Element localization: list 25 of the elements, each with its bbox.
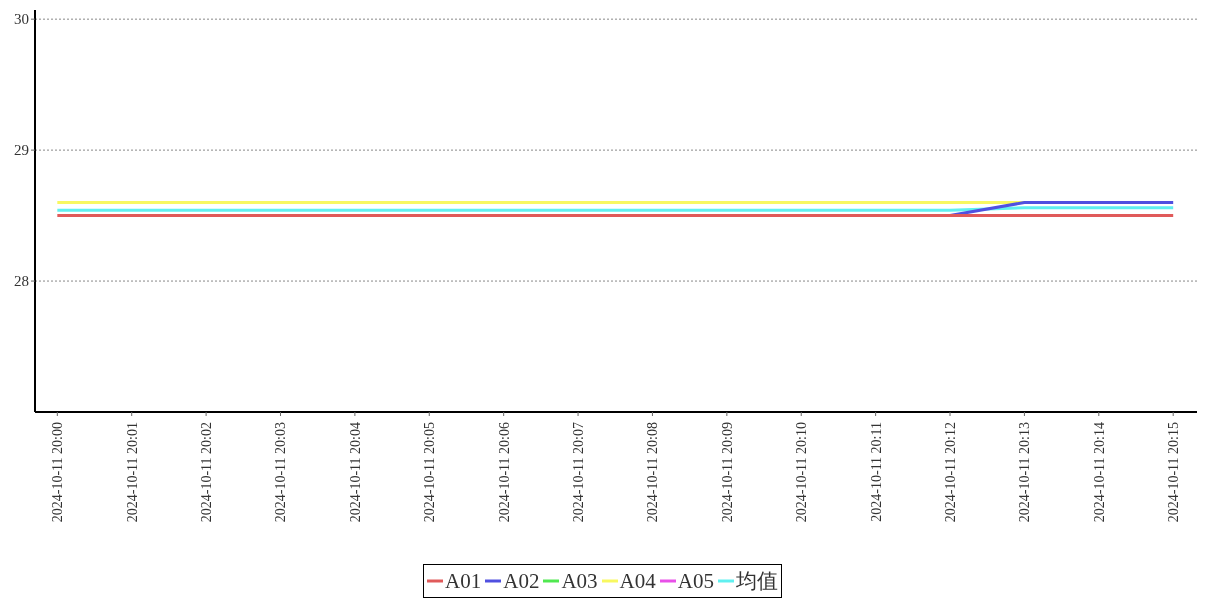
x-tick-label: 2024-10-11 20:13 [1017, 422, 1033, 523]
legend-label: A04 [619, 568, 656, 594]
x-tick-label: 2024-10-11 20:07 [570, 422, 586, 523]
x-tick-label: 2024-10-11 20:01 [124, 422, 140, 523]
legend-label: A02 [503, 568, 540, 594]
x-tick-label: 2024-10-11 20:09 [719, 422, 735, 523]
x-tick-label: 2024-10-11 20:02 [199, 422, 214, 523]
x-tick-label: 2024-10-11 20:00 [50, 422, 66, 523]
x-tick-label: 2024-10-11 20:08 [645, 422, 661, 523]
x-tick-label: 2024-10-11 20:03 [273, 422, 289, 523]
x-tick-label: 2024-10-11 20:06 [496, 422, 512, 523]
legend-label: A03 [561, 568, 598, 594]
y-tick-label: 29 [14, 142, 29, 159]
x-tick-label: 2024-10-11 20:04 [347, 422, 363, 523]
x-tick-label: 2024-10-11 20:14 [1091, 422, 1107, 523]
legend-label: A05 [677, 568, 714, 594]
legend-label: A01 [445, 568, 482, 594]
x-tick-label: 2024-10-11 20:15 [1166, 422, 1182, 523]
y-tick-label: 28 [14, 273, 29, 290]
x-tick-label: 2024-10-11 20:05 [422, 422, 438, 523]
y-tick-label: 30 [14, 11, 29, 28]
x-tick-label: 2024-10-11 20:12 [942, 422, 958, 523]
x-tick-label: 2024-10-11 20:10 [794, 422, 810, 523]
legend-label: 均值 [735, 568, 778, 595]
x-tick-label: 2024-10-11 20:11 [868, 422, 884, 522]
